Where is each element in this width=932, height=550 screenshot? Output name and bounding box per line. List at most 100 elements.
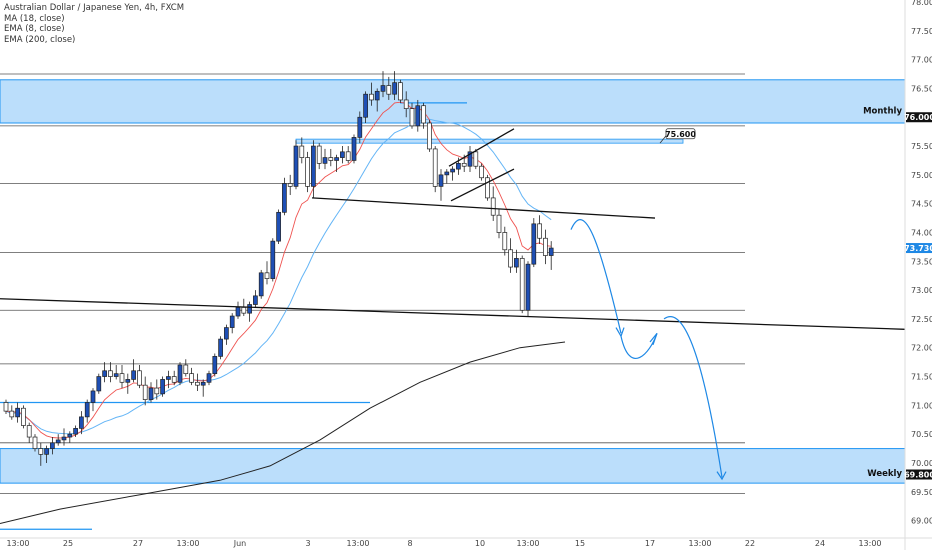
- candle-body: [496, 214, 502, 233]
- zone-monthly: [0, 79, 906, 124]
- candle-body: [61, 436, 67, 441]
- y-tick-label: 70.500: [911, 430, 932, 439]
- zone-weekly: [0, 448, 906, 484]
- y-tick-label: 69.000: [911, 517, 932, 526]
- candle-body: [154, 387, 160, 395]
- candle-body: [543, 237, 548, 256]
- candle-body: [311, 145, 316, 187]
- projection-arrow-1: [570, 219, 622, 334]
- x-tick-label: 13:00: [6, 539, 29, 548]
- candle-body: [467, 151, 473, 167]
- price-tag-box: [665, 128, 696, 140]
- candle-body: [171, 376, 177, 383]
- candle-body: [490, 197, 496, 216]
- candle-body: [334, 157, 339, 161]
- y-tick-label: 71.000: [911, 401, 932, 410]
- candle-body: [73, 428, 78, 435]
- candle-body: [166, 376, 171, 380]
- candle-body: [270, 240, 276, 279]
- candle-body: [108, 370, 113, 377]
- candle-body: [253, 295, 258, 305]
- candle-body: [450, 168, 455, 173]
- candle-body: [67, 433, 73, 438]
- axis-tag-current-bg: [906, 243, 932, 254]
- y-tick-label: 71.500: [911, 373, 932, 382]
- y-tick-label: 73.500: [911, 257, 932, 266]
- y-tick-label: 72.000: [911, 344, 932, 353]
- y-tick-label: 77.500: [911, 27, 932, 36]
- candle-body: [340, 151, 345, 158]
- candle-body: [241, 307, 247, 314]
- axis-tag-current: 73.730: [904, 244, 932, 253]
- candle-body: [142, 384, 148, 400]
- candle-body: [415, 105, 421, 127]
- zone-label-monthly: Monthly: [863, 106, 902, 116]
- x-tick-label: 24: [815, 539, 825, 548]
- y-tick-label: 74.000: [911, 228, 932, 237]
- candle-body: [473, 151, 479, 167]
- x-tick-label: 13:00: [688, 539, 711, 548]
- y-tick-label: 72.500: [911, 315, 932, 324]
- y-tick-label: 78.000: [911, 0, 932, 7]
- candle-body: [79, 416, 84, 429]
- ema200-line: [0, 341, 566, 524]
- candle-body: [32, 436, 38, 449]
- candle-body: [137, 370, 142, 386]
- candle-body: [369, 93, 374, 101]
- candle-body: [386, 85, 392, 95]
- candle-body: [519, 258, 525, 311]
- candle-body: [229, 315, 235, 328]
- candle-body: [438, 174, 444, 187]
- candle-body: [461, 162, 467, 167]
- candle-body: [479, 165, 484, 179]
- y-axis-bg: [905, 0, 932, 550]
- y-tick-label: 77.000: [911, 56, 932, 65]
- x-tick-label: 13:00: [346, 539, 369, 548]
- candle-body: [276, 211, 281, 242]
- candle-body: [398, 82, 403, 101]
- candle-body: [235, 307, 241, 317]
- flag-lower: [450, 168, 515, 202]
- x-tick-label: 13:00: [176, 539, 199, 548]
- candle-body: [55, 439, 61, 444]
- candle-body: [96, 376, 102, 392]
- trendline-long: [0, 298, 906, 330]
- candle-body: [392, 82, 397, 95]
- candle-body: [264, 272, 270, 279]
- candle-body: [357, 116, 363, 138]
- y-tick-label: 75.500: [911, 142, 932, 151]
- candle-body: [282, 183, 287, 213]
- candle-body: [44, 448, 49, 455]
- candle-body: [189, 373, 194, 383]
- x-tick-label: 25: [63, 539, 73, 548]
- candle-body: [485, 177, 490, 199]
- candle-body: [427, 122, 432, 150]
- candle-body: [125, 379, 131, 383]
- candle-body: [316, 145, 322, 164]
- y-tick-label: 75.000: [911, 171, 932, 180]
- candle-body: [299, 145, 305, 158]
- ema8-line: [5, 101, 552, 439]
- candle-body: [444, 171, 450, 176]
- candle-body: [537, 223, 542, 239]
- projection-arrow-2: [620, 333, 658, 360]
- candle-body: [206, 373, 212, 383]
- arrowhead-3: [716, 471, 727, 481]
- x-tick-label: 10: [475, 539, 485, 548]
- candle-body: [102, 370, 107, 377]
- candle-body: [525, 263, 531, 311]
- candle-body: [258, 272, 264, 297]
- axis-tag-weekly: 69.800: [904, 470, 932, 479]
- price-tag-label: 75.600: [665, 130, 696, 139]
- candle-body: [113, 373, 119, 377]
- candle-body: [432, 148, 438, 187]
- candle-body: [287, 183, 293, 187]
- x-tick-label: 22: [745, 539, 755, 548]
- candle-body: [21, 407, 26, 426]
- candle-body: [119, 373, 125, 383]
- axis-tag-monthly: 76.000: [904, 113, 932, 122]
- x-tick-label: 27: [133, 539, 143, 548]
- candle-body: [200, 381, 206, 386]
- chart-title: Australian Dollar / Japanese Yen, 4h, FX…: [4, 3, 185, 13]
